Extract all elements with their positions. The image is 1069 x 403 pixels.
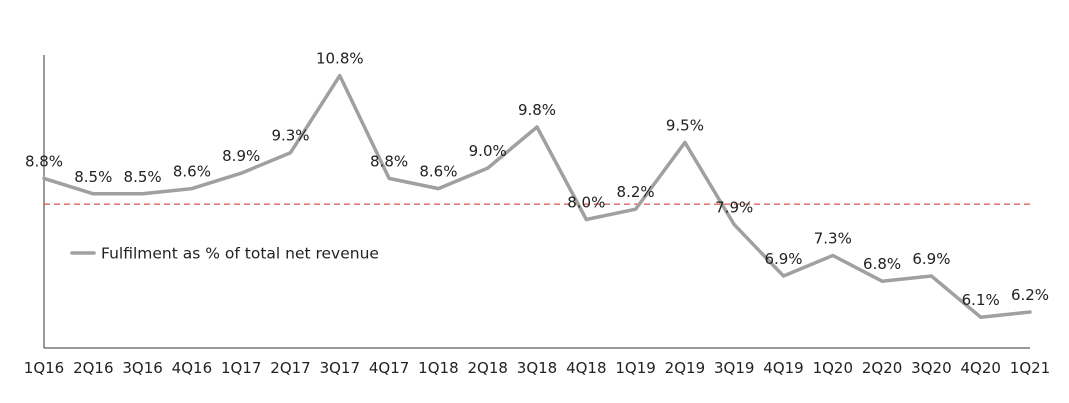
x-tick-label: 2Q19	[665, 359, 705, 377]
x-tick-label: 4Q20	[960, 359, 1000, 377]
data-label: 8.9%	[222, 147, 260, 165]
x-tick-label: 3Q16	[122, 359, 162, 377]
x-tick-label: 2Q18	[467, 359, 507, 377]
data-label: 10.8%	[316, 50, 364, 68]
x-tick-label: 3Q19	[714, 359, 754, 377]
data-label: 9.0%	[469, 142, 507, 160]
x-tick-label: 4Q18	[566, 359, 606, 377]
data-label: 6.8%	[863, 255, 901, 273]
data-label: 8.5%	[124, 168, 162, 186]
data-label: 8.8%	[370, 152, 408, 170]
data-label: 7.9%	[715, 199, 753, 217]
data-label: 9.5%	[666, 116, 704, 134]
x-tick-label: 1Q17	[221, 359, 261, 377]
data-label: 8.2%	[617, 183, 655, 201]
x-tick-label: 4Q17	[369, 359, 409, 377]
legend-label: Fulfilment as % of total net revenue	[101, 245, 379, 263]
x-tick-label: 2Q16	[73, 359, 113, 377]
data-label: 8.5%	[74, 168, 112, 186]
data-label: 8.6%	[173, 163, 211, 181]
data-label: 9.3%	[271, 127, 309, 145]
x-tick-labels: 1Q16 2Q16 3Q16 4Q16 1Q17 2Q17 3Q17 4Q17 1Q18 2Q18…	[24, 359, 1050, 377]
legend: Fulfilment as % of total net revenue	[70, 245, 379, 263]
data-label: 7.3%	[814, 230, 852, 248]
data-label: 9.8%	[518, 101, 556, 119]
series-line-fulfilment	[42, 73, 1032, 319]
data-label: 8.6%	[419, 163, 457, 181]
x-tick-label: 1Q19	[615, 359, 655, 377]
data-label: 6.2%	[1011, 286, 1049, 304]
x-tick-label: 3Q18	[517, 359, 557, 377]
x-tick-label: 1Q16	[24, 359, 64, 377]
x-tick-label: 4Q19	[763, 359, 803, 377]
data-label: 6.9%	[764, 250, 802, 268]
x-tick-label: 2Q20	[862, 359, 902, 377]
x-tick-label: 1Q18	[418, 359, 458, 377]
x-tick-label: 3Q20	[911, 359, 951, 377]
x-tick-label: 1Q21	[1010, 359, 1050, 377]
data-label: 6.9%	[912, 250, 950, 268]
data-labels: 8.8% 8.5% 8.5% 8.6% 8.9% 9.3% 10.8% 8.8% 8.6% 9.0…	[25, 50, 1049, 310]
x-tick-label: 1Q20	[813, 359, 853, 377]
data-label: 8.0%	[567, 194, 605, 212]
x-tick-label: 2Q17	[270, 359, 310, 377]
data-label: 8.8%	[25, 152, 63, 170]
x-tick-label: 3Q17	[320, 359, 360, 377]
data-label: 6.1%	[962, 291, 1000, 309]
x-tick-label: 4Q16	[172, 359, 212, 377]
